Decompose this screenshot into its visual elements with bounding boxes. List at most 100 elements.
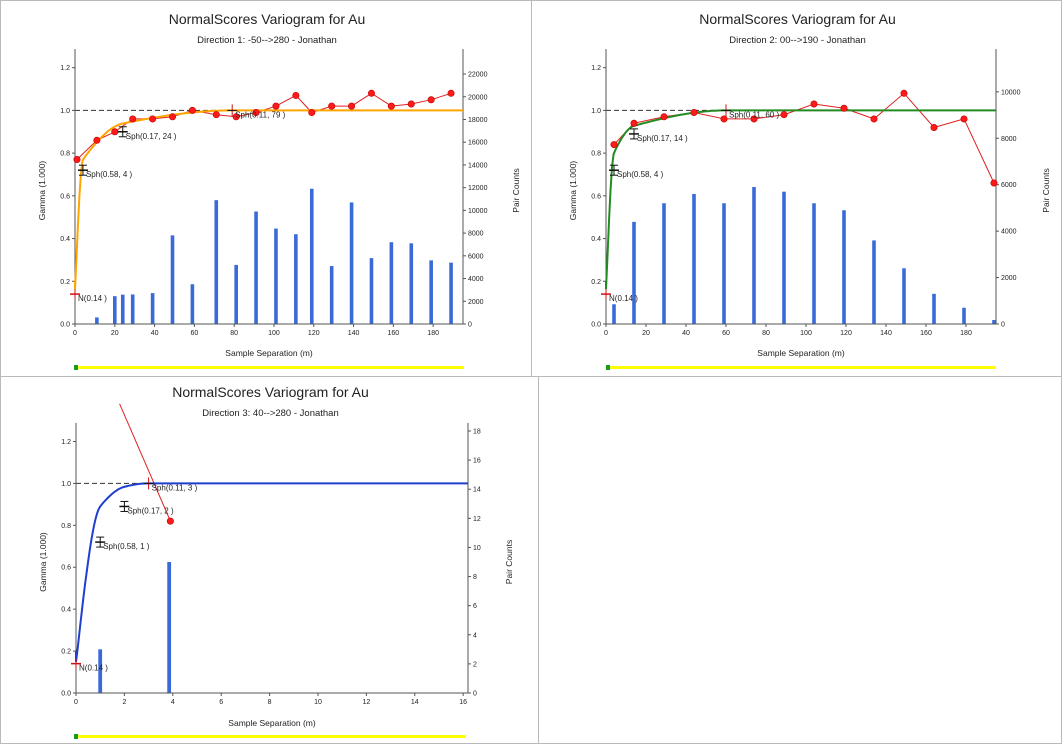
pair-count-bar bbox=[902, 268, 906, 324]
x-axis-label: Sample Separation (m) bbox=[225, 348, 313, 358]
range-scrollbar-handle-3[interactable] bbox=[74, 734, 78, 739]
chart-subtitle: Direction 1: -50-->280 - Jonathan bbox=[197, 35, 337, 46]
pair-count-bar bbox=[120, 294, 125, 324]
x-tick-label: 140 bbox=[348, 330, 360, 337]
experimental-point bbox=[990, 179, 998, 187]
y-tick-label: 0.2 bbox=[60, 279, 70, 286]
experimental-point bbox=[272, 102, 280, 110]
structure-label: Sph(0.11, 60 ) bbox=[729, 110, 779, 119]
y2-tick-label: 14000 bbox=[468, 162, 488, 169]
x-tick-label: 16 bbox=[459, 699, 467, 706]
structure-label: Sph(0.58, 4 ) bbox=[617, 170, 664, 179]
x-tick-label: 40 bbox=[151, 330, 159, 337]
y2-tick-label: 10 bbox=[473, 545, 481, 552]
x-tick-label: 160 bbox=[388, 330, 400, 337]
x-tick-label: 60 bbox=[722, 330, 730, 337]
y-tick-label: 0.0 bbox=[591, 322, 601, 329]
experimental-point bbox=[610, 141, 618, 149]
x-tick-label: 180 bbox=[427, 330, 439, 337]
variogram-chart-direction-3: NormalScores Variogram for Au Direction 3… bbox=[38, 384, 514, 728]
variogram-model-curve bbox=[75, 482, 468, 663]
x-tick-label: 12 bbox=[362, 699, 370, 706]
y-tick-label: 0.2 bbox=[61, 649, 71, 656]
y-tick-label: 0.8 bbox=[591, 151, 601, 158]
variogram-model-curve bbox=[74, 109, 463, 290]
experimental-point bbox=[870, 115, 878, 123]
structure-label: N(0.14 ) bbox=[609, 294, 638, 303]
empty-panel bbox=[538, 376, 1062, 744]
chart-title: NormalScores Variogram for Au bbox=[169, 11, 366, 27]
y-tick-label: 0.4 bbox=[60, 236, 70, 243]
range-scrollbar-handle-2[interactable] bbox=[606, 365, 610, 370]
pair-count-bar bbox=[782, 191, 786, 324]
experimental-point bbox=[188, 106, 196, 114]
range-scrollbar-3[interactable] bbox=[74, 734, 466, 739]
pair-count-bar bbox=[254, 211, 258, 324]
structure-label: N(0.14 ) bbox=[78, 294, 107, 303]
pair-count-bar bbox=[294, 234, 298, 324]
experimental-point bbox=[840, 104, 848, 112]
structure-label: Sph(0.11, 3 ) bbox=[152, 483, 198, 492]
experimental-point bbox=[750, 115, 758, 123]
y2-tick-label: 2000 bbox=[1001, 275, 1017, 282]
chart-subtitle: Direction 2: 00-->190 - Jonathan bbox=[729, 35, 866, 46]
experimental-point bbox=[166, 517, 174, 525]
y2-tick-label: 6000 bbox=[1001, 182, 1017, 189]
structure-label: N(0.14 ) bbox=[79, 664, 108, 673]
experimental-variogram-line bbox=[119, 403, 171, 522]
pair-count-bar bbox=[150, 293, 155, 324]
pair-count-bar bbox=[842, 210, 846, 324]
pair-count-bar bbox=[962, 307, 966, 324]
x-tick-label: 8 bbox=[268, 699, 272, 706]
y-tick-label: 0.0 bbox=[60, 322, 70, 329]
pair-count-bar bbox=[812, 203, 816, 324]
chart-title: NormalScores Variogram for Au bbox=[172, 384, 369, 400]
pair-count-bar bbox=[309, 188, 314, 324]
pair-count-bar bbox=[329, 266, 334, 324]
y2-tick-label: 8 bbox=[473, 574, 477, 581]
experimental-point bbox=[292, 91, 300, 99]
y-tick-label: 0.6 bbox=[591, 193, 601, 200]
y2-tick-label: 8000 bbox=[468, 231, 484, 238]
y-tick-label: 0.4 bbox=[591, 236, 601, 243]
y-axis-label: Gamma (1.000) bbox=[37, 161, 47, 221]
x-tick-label: 160 bbox=[920, 330, 932, 337]
y2-tick-label: 6000 bbox=[468, 253, 484, 260]
experimental-point bbox=[387, 102, 395, 110]
pair-count-bar bbox=[662, 203, 666, 324]
experimental-point bbox=[720, 115, 728, 123]
range-scrollbar-1[interactable] bbox=[74, 365, 464, 370]
y-tick-label: 1.2 bbox=[591, 65, 601, 72]
y2-tick-label: 0 bbox=[468, 322, 472, 329]
x-tick-label: 80 bbox=[230, 330, 238, 337]
y-axis-label: Gamma (1.000) bbox=[568, 161, 578, 221]
experimental-point bbox=[930, 123, 938, 131]
experimental-point bbox=[660, 113, 668, 121]
y2-axis-label: Pair Counts bbox=[504, 540, 514, 584]
experimental-point bbox=[810, 100, 818, 108]
y2-tick-label: 0 bbox=[473, 691, 477, 698]
variogram-chart-direction-1: NormalScores Variogram for Au Direction 1… bbox=[37, 11, 521, 358]
x-tick-label: 20 bbox=[111, 330, 119, 337]
x-tick-label: 180 bbox=[960, 330, 972, 337]
range-scrollbar-2[interactable] bbox=[606, 365, 996, 370]
experimental-point bbox=[690, 109, 698, 117]
y2-tick-label: 22000 bbox=[468, 72, 488, 79]
experimental-point bbox=[212, 111, 220, 119]
y2-tick-label: 6 bbox=[473, 603, 477, 610]
y-axis-label: Gamma (1.000) bbox=[38, 532, 48, 592]
pair-count-bar bbox=[98, 649, 103, 693]
y-tick-label: 0.0 bbox=[61, 691, 71, 698]
x-tick-label: 0 bbox=[73, 330, 77, 337]
y2-tick-label: 10000 bbox=[468, 208, 488, 215]
variogram-panel-direction-2: NormalScores Variogram for Au Direction 2… bbox=[531, 0, 1062, 377]
pair-count-bar bbox=[95, 317, 99, 324]
pair-count-bar bbox=[692, 193, 696, 324]
pair-count-bar bbox=[234, 264, 238, 324]
y-tick-label: 0.4 bbox=[61, 607, 71, 614]
experimental-point bbox=[780, 111, 788, 119]
experimental-point bbox=[93, 136, 101, 144]
range-scrollbar-handle-1[interactable] bbox=[74, 365, 78, 370]
structure-label: Sph(0.17, 2 ) bbox=[127, 506, 174, 515]
